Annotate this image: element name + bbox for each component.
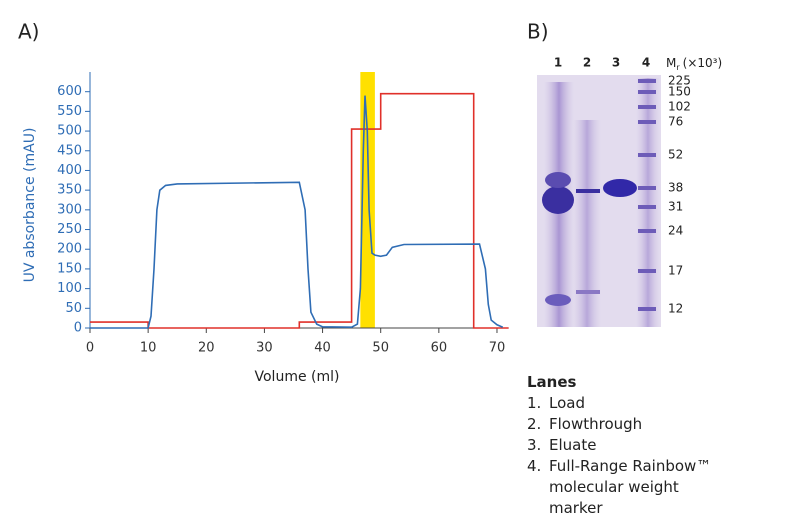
y-tick-label: 200: [57, 242, 82, 257]
y-tick-label: 500: [57, 124, 82, 139]
x-tick-label: 40: [314, 341, 331, 356]
marker-band: [638, 153, 656, 157]
marker-band: [638, 269, 656, 273]
y-tick-label: 400: [57, 163, 82, 178]
lane-item-number: 3.: [527, 436, 542, 454]
x-tick-label: 20: [198, 341, 215, 356]
x-tick-label: 0: [86, 341, 94, 356]
lane-number: 2: [583, 56, 591, 70]
x-axis-label: Volume (ml): [255, 369, 340, 385]
data-line: [90, 95, 504, 329]
y-tick-label: 600: [57, 84, 82, 99]
marker-band: [638, 79, 656, 83]
lane-item-text: Flowthrough: [549, 415, 643, 433]
lane-number: 4: [642, 56, 650, 70]
lane-item-text: Load: [549, 394, 585, 412]
y-tick-label: 150: [57, 261, 82, 276]
lane-item: 4. Full-Range Rainbow™ molecular weight m…: [527, 456, 712, 519]
y-tick-label: 300: [57, 202, 82, 217]
y-tick-label: 100: [57, 281, 82, 296]
marker-band: [638, 205, 656, 209]
y-axis-label: UV absorbance (mAU): [22, 128, 38, 283]
mr-label-part: r: [676, 63, 680, 72]
marker-weight: 102: [668, 100, 691, 114]
y-tick-label: 450: [57, 143, 82, 158]
marker-band: [638, 186, 656, 190]
lane-item: 2. Flowthrough: [527, 414, 712, 435]
panel-label: B): [527, 20, 549, 44]
lanes-legend: Lanes 1. Load 2. Flowthrough 3. Eluate 4. Full-R…: [527, 372, 712, 519]
marker-band: [638, 105, 656, 109]
marker-weight: 31: [668, 200, 683, 214]
marker-band: [638, 90, 656, 94]
x-tick-label: 50: [372, 341, 389, 356]
lane-item-number: 1.: [527, 394, 542, 412]
mr-label-part: M: [666, 56, 676, 70]
mr-label: Mr (×10³): [666, 56, 722, 72]
lane-item-text: Full-Range Rainbow™ molecular weight mar…: [549, 457, 712, 517]
lane-item: 1. Load: [527, 393, 712, 414]
lane-item-number: 4.: [527, 457, 542, 475]
lane-item: 3. Eluate: [527, 435, 712, 456]
marker-weight: 150: [668, 85, 691, 99]
y-tick-label: 250: [57, 222, 82, 237]
marker-weight: 12: [668, 302, 683, 316]
marker-weight: 76: [668, 115, 683, 129]
lane-number: 3: [612, 56, 620, 70]
marker-weight: 52: [668, 148, 683, 162]
lane-number: 1: [554, 56, 562, 70]
lanes-heading: Lanes: [527, 373, 577, 391]
y-tick-label: 50: [65, 301, 82, 316]
x-tick-label: 60: [431, 341, 448, 356]
x-tick-label: 70: [489, 341, 506, 356]
lane-item-number: 2.: [527, 415, 542, 433]
lane-item-text: Eluate: [549, 436, 597, 454]
y-tick-label: 0: [74, 321, 82, 336]
marker-weight: 38: [668, 181, 683, 195]
marker-band: [638, 120, 656, 124]
marker-band: [638, 229, 656, 233]
y-tick-label: 550: [57, 104, 82, 119]
marker-weight: 24: [668, 224, 683, 238]
marker-weight: 17: [668, 264, 683, 278]
marker-weight: 225: [668, 74, 691, 88]
x-tick-label: 10: [140, 341, 157, 356]
marker-band: [638, 307, 656, 311]
gel-image: [537, 75, 661, 327]
x-tick-label: 30: [256, 341, 273, 356]
y-tick-label: 350: [57, 183, 82, 198]
panel-label: A): [18, 20, 39, 44]
mr-label-part: (×10³): [683, 56, 723, 70]
